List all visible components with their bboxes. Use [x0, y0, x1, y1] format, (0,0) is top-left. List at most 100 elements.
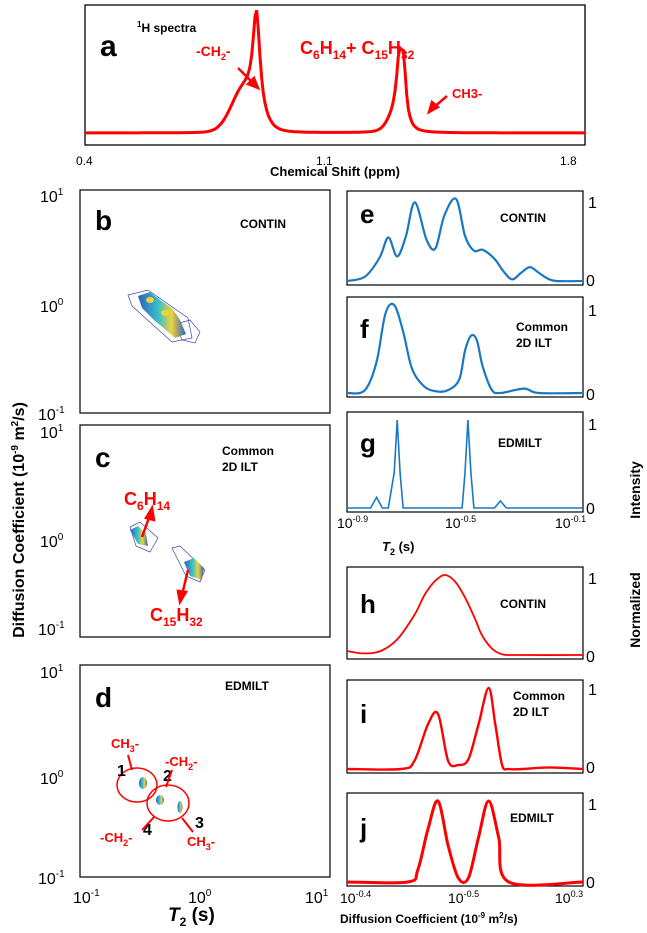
- e-ytick-0: 0: [586, 273, 595, 290]
- d-blob-1: [139, 777, 147, 789]
- panel-letter-d: d: [95, 682, 112, 713]
- panel-h: h CONTIN 1 0: [346, 566, 597, 666]
- d-circle-2: [146, 784, 190, 822]
- panel-j-frame: [346, 792, 584, 887]
- spectrum-line: [85, 9, 586, 135]
- c-method-1: Common: [222, 444, 274, 458]
- d-arrows: [127, 754, 194, 833]
- d-xtick-0: 10-1: [73, 888, 100, 907]
- panel-letter-j: j: [359, 813, 367, 843]
- i-method-1: Common: [513, 689, 565, 703]
- d-num-3: 3: [195, 815, 204, 832]
- d-label-ch2-2: -CH2-: [100, 830, 132, 848]
- panel-d-frame: [79, 664, 331, 878]
- d-xtick-2: 101: [305, 888, 329, 907]
- panel-letter-f: f: [360, 314, 369, 344]
- d-num-1: 1: [117, 763, 126, 780]
- a-xtick-1: 1.1: [316, 154, 333, 168]
- h-method: CONTIN: [500, 597, 546, 611]
- panel-e-frame: [346, 190, 584, 286]
- left-ylabel: Diffusion Coefficient (10-9 m2/s): [10, 402, 28, 638]
- panel-f-frame: [346, 296, 584, 398]
- d-blob-3: [177, 801, 183, 813]
- j-xtick-2: 100.3: [555, 889, 583, 906]
- panel-g: g EDMILT 1 0 10-0.9 10-0.5 10-0.1 T2 (s): [337, 411, 597, 557]
- g-xlabel: T2 (s): [382, 539, 414, 557]
- ch2-peak-label: -CH2-: [196, 43, 231, 62]
- c-ytick-top: 101: [40, 423, 64, 442]
- panel-letter-h: h: [360, 589, 376, 619]
- right-panels: e CONTIN 1 0 f Common 2D ILT 1 0 g EDMIL…: [337, 190, 597, 926]
- intensity-label: Intensity: [627, 461, 643, 519]
- d-num-4: 4: [143, 822, 152, 839]
- b-blob-peak-2: [161, 310, 169, 316]
- i-ytick-0: 0: [586, 760, 595, 777]
- f-ytick-1: 1: [588, 303, 597, 320]
- a-xlabel: Chemical Shift (ppm): [270, 164, 400, 179]
- normalized-label: Normalized: [627, 572, 643, 647]
- e-ytick-1: 1: [588, 195, 597, 212]
- panel-b: b CONTIN 101 100 10-1: [38, 187, 331, 424]
- j-method: EDMILT: [510, 811, 554, 825]
- panel-i: i Common 2D ILT 1 0: [346, 679, 597, 777]
- d-ytick-mid: 100: [40, 769, 64, 788]
- b-contour-lines: [127, 289, 201, 344]
- g-ytick-0: 0: [586, 501, 595, 518]
- g-xtick-2: 10-0.1: [555, 514, 586, 531]
- d-circle-1: [116, 767, 158, 803]
- i-method-2: 2D ILT: [513, 705, 549, 719]
- panel-h-frame: [346, 566, 584, 660]
- b-method: CONTIN: [240, 217, 286, 231]
- d-label-ch3-2: CH3-: [187, 834, 215, 852]
- e-method: CONTIN: [500, 211, 546, 225]
- j-xtick-0: 10-0.4: [340, 889, 371, 906]
- h-ytick-0: 0: [586, 649, 595, 666]
- panel-letter-b: b: [95, 205, 112, 236]
- b-blob-peak-1: [146, 297, 154, 303]
- panel-a-frame: [84, 4, 586, 146]
- f-ytick-0: 0: [586, 387, 595, 404]
- b-blob: [138, 292, 186, 338]
- d-num-2: 2: [163, 768, 172, 785]
- j-xlabel: Diffusion Coefficient (10-9 m2/s): [340, 911, 518, 926]
- g-ytick-1: 1: [588, 417, 597, 434]
- panel-e: e CONTIN 1 0: [346, 190, 597, 290]
- c-label-c15h32: C15H32: [150, 605, 203, 629]
- i-ytick-1: 1: [588, 682, 597, 699]
- panel-letter-a: a: [100, 30, 117, 63]
- panel-b-frame: [79, 189, 331, 414]
- panel-letter-c: c: [95, 442, 111, 473]
- panel-letter-e: e: [360, 199, 374, 229]
- j-ytick-1: 1: [588, 797, 597, 814]
- i-curve: [346, 686, 584, 771]
- b-ytick-top: 101: [40, 187, 64, 206]
- peak-arrows: [237, 67, 448, 115]
- a-xtick-2: 1.8: [560, 154, 577, 168]
- c-ytick-mid: 100: [40, 532, 64, 551]
- j-xtick-1: 10-0.5: [448, 889, 479, 906]
- panel-c-frame: [79, 424, 331, 638]
- d-blob-2: [156, 795, 164, 805]
- d-ytick-bot: 10-1: [38, 869, 65, 888]
- panel-g-frame: [346, 411, 584, 513]
- panel-a: a 1H spectra -CH2- C6H14+ C15H32 CH3- 0.…: [76, 4, 586, 179]
- a-xtick-0: 0.4: [76, 154, 93, 168]
- c-arrows: [140, 504, 190, 606]
- ch3-peak-label: CH3-: [452, 86, 482, 101]
- d-method: EDMILT: [225, 679, 269, 693]
- b-contour: [127, 289, 201, 344]
- panel-f: f Common 2D ILT 1 0: [346, 296, 597, 404]
- panel-letter-i: i: [360, 699, 367, 729]
- f-method-2: 2D ILT: [516, 336, 552, 350]
- d-xlabel: T2 (s): [168, 905, 215, 929]
- d-label-ch3-1: CH3-: [111, 736, 139, 754]
- c-ytick-bot: 10-1: [38, 620, 65, 639]
- panel-c: c Common 2D ILT 101 100 10-1 C6H14 C15H3…: [38, 423, 331, 639]
- g-curve: [347, 419, 583, 509]
- panel-i-frame: [346, 679, 584, 774]
- h-curve: [346, 574, 584, 656]
- c-label-c6h14: C6H14: [124, 489, 170, 513]
- b-ytick-mid: 100: [40, 297, 64, 316]
- panel-j: j EDMILT 1 0 10-0.4 10-0.5 100.3 Diffusi…: [340, 792, 597, 926]
